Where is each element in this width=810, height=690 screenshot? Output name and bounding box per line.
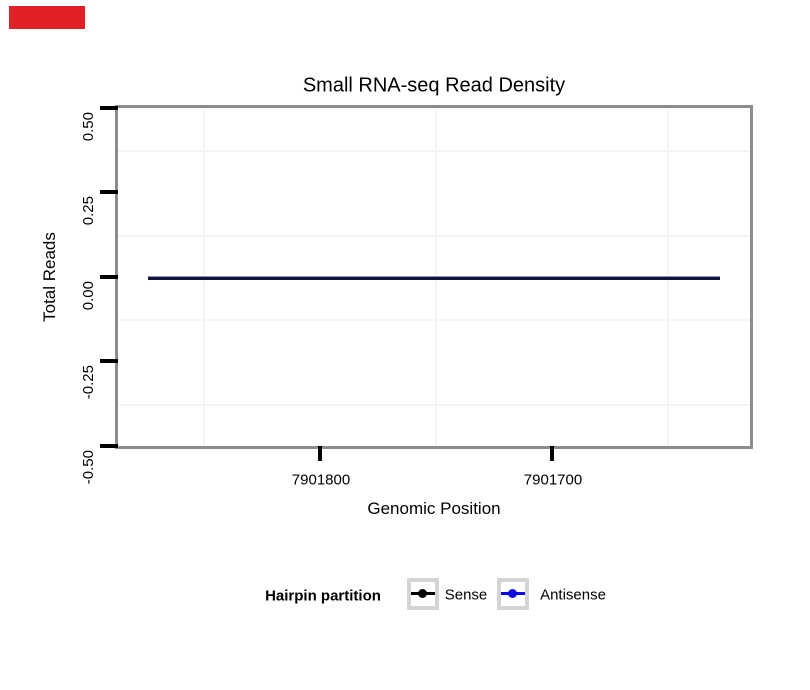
minor-gridline-h [118,150,750,152]
legend-key-antisense [497,578,529,610]
y-tick-mark [100,359,118,363]
y-tick-label: -0.25 [80,365,97,400]
y-tick-mark [100,275,118,279]
y-tick-mark [100,190,118,194]
legend-key-sense [407,578,439,610]
legend-label-sense: Sense [444,586,488,604]
minor-gridline-h [118,319,750,321]
y-tick-mark [100,106,118,110]
legend-title: Hairpin partition [265,587,381,605]
x-tick-mark [318,446,322,461]
x-tick-label: 7901700 [523,471,583,489]
x-tick-mark [550,446,554,461]
y-tick-label: 0.25 [80,196,97,226]
y-tick-label: 0.00 [80,281,97,311]
y-tick-mark [100,444,118,448]
red-marker-rectangle [9,6,85,29]
chart-title: Small RNA-seq Read Density [302,74,566,97]
x-tick-label: 7901800 [291,471,351,489]
y-tick-label: 0.50 [80,112,97,142]
read-density-line [148,276,720,280]
y-axis-title: Total Reads [40,232,59,322]
y-tick-label: -0.50 [80,450,97,485]
minor-gridline-h [118,235,750,237]
minor-gridline-h [118,404,750,406]
x-axis-title: Genomic Position [367,499,501,518]
plot-panel [115,105,753,449]
legend-label-antisense: Antisense [540,586,606,604]
sense-point-glyph [418,589,427,598]
antisense-point-glyph [508,589,517,598]
